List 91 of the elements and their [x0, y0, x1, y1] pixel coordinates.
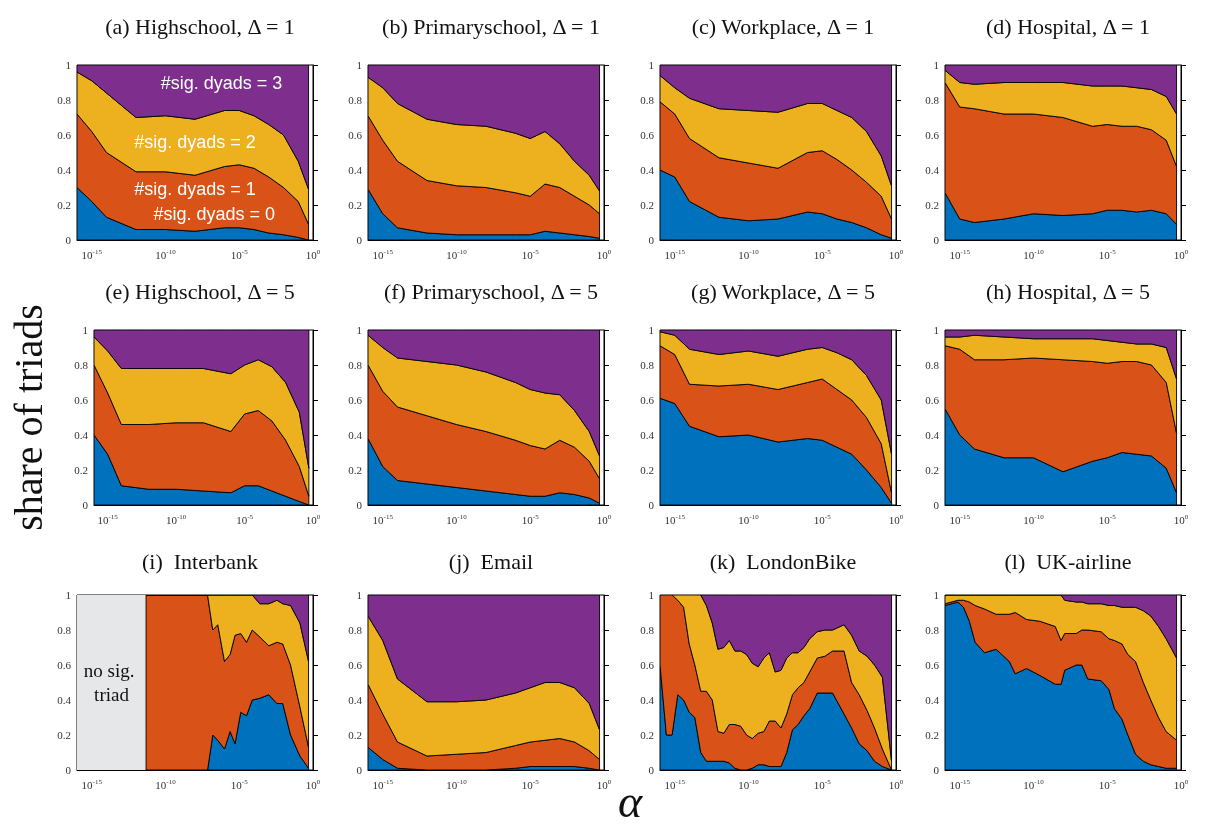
y-tick-label: 0.8 — [925, 624, 940, 636]
y-tick-label: 0.4 — [74, 429, 89, 441]
chart-title: (d) Hospital, Δ = 1 — [985, 13, 1151, 39]
y-tick-label: 0.8 — [57, 624, 72, 636]
y-tick-label: 0.2 — [925, 729, 939, 741]
y-tick-label: 0.8 — [925, 94, 940, 106]
y-tick-label: 0.4 — [348, 429, 363, 441]
y-tick-label: 0.8 — [348, 359, 363, 371]
y-tick-label: 0.2 — [640, 199, 654, 211]
y-tick-label: 0.2 — [348, 729, 362, 741]
y-tick-label: 0.6 — [640, 659, 655, 671]
y-tick-label: 0.6 — [74, 394, 89, 406]
y-tick-label: 0 — [933, 499, 940, 511]
y-tick-label: 0 — [65, 234, 72, 246]
y-tick-label: 1 — [356, 589, 362, 601]
y-tick-label: 0.8 — [640, 359, 655, 371]
y-tick-label: 0 — [82, 499, 89, 511]
y-tick-label: 0.6 — [57, 129, 72, 141]
chart-title: (h) Hospital, Δ = 5 — [985, 278, 1151, 304]
y-tick-label: 0.6 — [925, 659, 940, 671]
series-label: #sig. dyads = 1 — [134, 179, 256, 200]
y-tick-label: 0 — [648, 234, 655, 246]
y-tick-label: 0.4 — [925, 694, 940, 706]
y-tick-label: 0.2 — [57, 729, 71, 741]
y-tick-label: 0 — [933, 764, 940, 776]
y-tick-label: 0.2 — [74, 464, 88, 476]
y-tick-label: 0.2 — [348, 464, 362, 476]
y-tick-label: 0.2 — [348, 199, 362, 211]
y-tick-label: 1 — [933, 59, 939, 71]
y-tick-label: 0.8 — [640, 624, 655, 636]
y-tick-label: 0.6 — [925, 129, 940, 141]
y-tick-label: 0.4 — [57, 164, 72, 176]
chart-title: (a) Highschool, Δ = 1 — [105, 13, 295, 39]
y-tick-label: 0 — [356, 234, 363, 246]
series-label: #sig. dyads = 2 — [134, 132, 256, 152]
y-tick-label: 0.6 — [348, 394, 363, 406]
y-tick-label: 0.8 — [925, 359, 940, 371]
y-tick-label: 0.6 — [348, 659, 363, 671]
chart-title: (i) Interbank — [141, 548, 259, 574]
y-tick-label: 0.4 — [640, 694, 655, 706]
y-tick-label: 0.8 — [348, 624, 363, 636]
y-tick-label: 1 — [648, 59, 654, 71]
y-tick-label: 1 — [933, 589, 939, 601]
y-tick-label: 0 — [356, 499, 363, 511]
y-tick-label: 0 — [933, 234, 940, 246]
y-axis-title: share of triads — [5, 304, 51, 531]
chart-title: (f) Primaryschool, Δ = 5 — [383, 278, 599, 304]
y-tick-label: 1 — [65, 59, 71, 71]
y-tick-label: 0 — [648, 764, 655, 776]
y-tick-label: 0 — [65, 764, 72, 776]
chart-title: (g) Workplace, Δ = 5 — [691, 278, 875, 304]
chart-title: (k) LondonBike — [709, 548, 857, 574]
y-tick-label: 0.6 — [640, 394, 655, 406]
y-tick-label: 0.6 — [640, 129, 655, 141]
chart-title: (l) UK-airline — [1004, 548, 1132, 574]
y-tick-label: 1 — [356, 59, 362, 71]
chart-title: (c) Workplace, Δ = 1 — [691, 13, 875, 39]
series-label: #sig. dyads = 3 — [160, 72, 283, 93]
y-tick-label: 0.4 — [348, 694, 363, 706]
legend-label: #sig. dyads = 0 — [153, 203, 275, 224]
x-axis-title: α — [618, 775, 643, 827]
y-tick-label: 0.8 — [640, 94, 655, 106]
y-tick-label: 0.2 — [57, 199, 71, 211]
y-tick-label: 0.4 — [640, 164, 655, 176]
y-tick-label: 0.4 — [348, 164, 363, 176]
chart-title: (b) Primaryschool, Δ = 1 — [382, 13, 600, 39]
y-tick-label: 0.6 — [57, 659, 72, 671]
chart-title: (e) Highschool, Δ = 5 — [105, 278, 295, 304]
y-tick-label: 0.2 — [925, 464, 939, 476]
y-tick-label: 0.4 — [57, 694, 72, 706]
y-tick-label: 1 — [356, 324, 362, 336]
y-tick-label: 0 — [648, 499, 655, 511]
y-tick-label: 1 — [648, 589, 654, 601]
chart-title: (j) Email — [448, 548, 534, 574]
y-tick-label: 0 — [356, 764, 363, 776]
band-label: no sig. triad — [83, 660, 140, 705]
y-tick-label: 0.8 — [74, 359, 89, 371]
y-tick-label: 0.2 — [640, 464, 654, 476]
y-tick-label: 1 — [648, 324, 654, 336]
y-tick-label: 0.6 — [348, 129, 363, 141]
y-tick-label: 0.4 — [925, 429, 940, 441]
y-tick-label: 1 — [82, 324, 88, 336]
y-tick-label: 1 — [65, 589, 71, 601]
y-tick-label: 1 — [933, 324, 939, 336]
y-tick-label: 0.6 — [925, 394, 940, 406]
y-tick-label: 0.2 — [640, 729, 654, 741]
y-tick-label: 0.8 — [348, 94, 363, 106]
y-tick-label: 0.4 — [925, 164, 940, 176]
y-tick-label: 0.4 — [640, 429, 655, 441]
y-tick-label: 0.2 — [925, 199, 939, 211]
y-tick-label: 0.8 — [57, 94, 72, 106]
